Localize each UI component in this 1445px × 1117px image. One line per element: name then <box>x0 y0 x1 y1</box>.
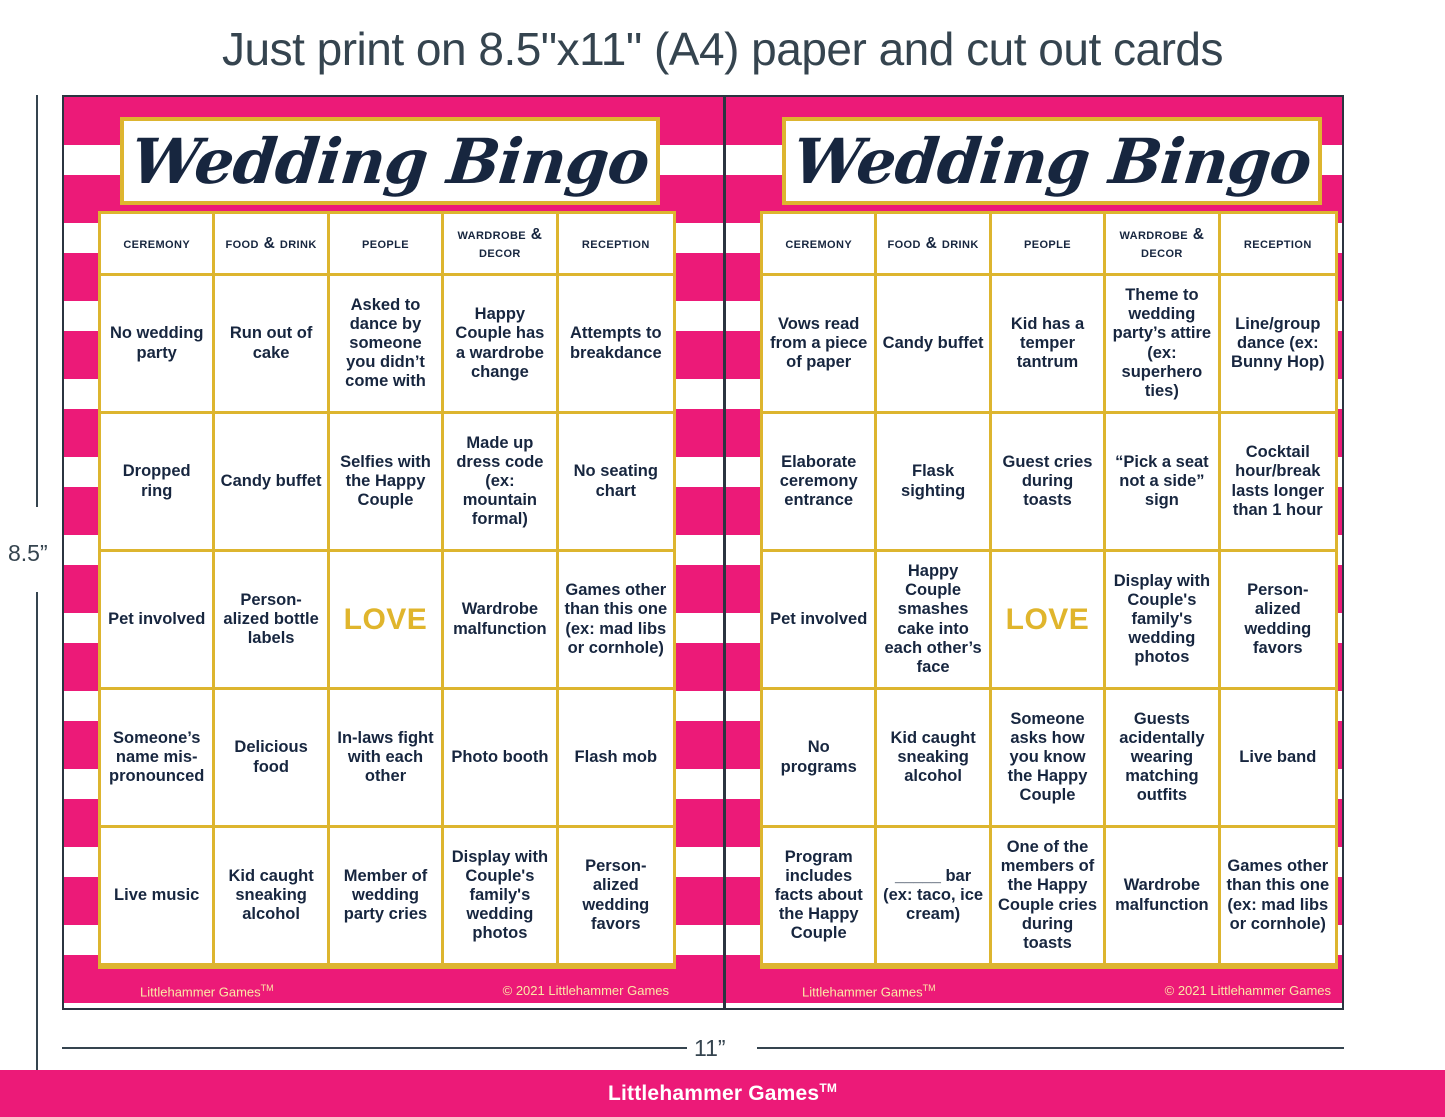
bingo-cell[interactable]: Happy Couple smashes cake into each othe… <box>877 552 992 690</box>
column-header-food-and-drink: Food & Drink <box>877 214 992 276</box>
bingo-cell[interactable]: Line/group dance (ex: Bunny Hop) <box>1220 276 1335 414</box>
bingo-cell[interactable]: _____ bar (ex: taco, ice cream) <box>877 828 992 966</box>
printable-sheet: Wedding Bingo Ceremony Food & Drink Peop… <box>62 95 1344 1010</box>
bingo-cell[interactable]: Kid caught sneaking alcohol <box>877 690 992 828</box>
bingo-cell[interactable]: Games other than this one (ex: mad libs … <box>558 552 673 690</box>
bingo-cell[interactable]: Someone’s name mis-pronounced <box>101 690 216 828</box>
column-header-wardrobe-decor: Wardrobe & Decor <box>1106 214 1221 276</box>
bingo-cell[interactable]: Candy buffet <box>877 276 992 414</box>
card-footer-brand-text: Littlehammer Games <box>140 984 261 1000</box>
bingo-free-space[interactable]: LOVE <box>329 552 445 690</box>
bingo-cell[interactable]: No wedding party <box>101 276 216 414</box>
bingo-cell[interactable]: Person-alized wedding favors <box>1220 552 1335 690</box>
column-header-ceremony: Ceremony <box>763 214 878 276</box>
bingo-cell[interactable]: One of the members of the Happy Couple c… <box>991 828 1107 966</box>
width-dimension-label: 11” <box>694 1035 726 1061</box>
bingo-cell[interactable]: Delicious food <box>215 690 330 828</box>
bingo-cell[interactable]: Wardrobe malfunction <box>1106 828 1221 966</box>
bingo-cell[interactable]: Someone asks how you know the Happy Coup… <box>991 690 1107 828</box>
bingo-cell[interactable]: Selfies with the Happy Couple <box>329 414 445 552</box>
bingo-cell[interactable]: Program includes facts about the Happy C… <box>763 828 878 966</box>
bingo-cell[interactable]: “Pick a seat not a side” sign <box>1106 414 1221 552</box>
bingo-cell[interactable]: Run out of cake <box>215 276 330 414</box>
bingo-cell[interactable]: Vows read from a piece of paper <box>763 276 878 414</box>
brand-bar-text: Littlehammer GamesTM <box>608 1081 837 1106</box>
bingo-cell[interactable]: No seating chart <box>558 414 673 552</box>
bingo-cell[interactable]: Made up dress code (ex: mountain formal) <box>444 414 559 552</box>
column-header-food-and-drink: Food & Drink <box>215 214 330 276</box>
card-footer-right: Littlehammer GamesTM © 2021 Littlehammer… <box>726 973 1342 1008</box>
width-guide-line-left <box>62 1047 687 1049</box>
bingo-cell[interactable]: Games other than this one (ex: mad libs … <box>1220 828 1335 966</box>
bingo-card-right-inner: Wedding Bingo Ceremony Food & Drink Peop… <box>760 97 1338 1008</box>
trademark-symbol: TM <box>819 1081 838 1095</box>
bingo-cell[interactable]: Theme to wedding party’s attire (ex: sup… <box>1106 276 1221 414</box>
bingo-cell[interactable]: Wardrobe malfunction <box>444 552 559 690</box>
card-title-box-left: Wedding Bingo <box>120 117 660 205</box>
card-title-box-right: Wedding Bingo <box>782 117 1322 205</box>
bingo-cell[interactable]: Guests acidentally wearing matching outf… <box>1106 690 1221 828</box>
bingo-cell[interactable]: Candy buffet <box>215 414 330 552</box>
bingo-cell[interactable]: Happy Couple has a wardrobe change <box>444 276 559 414</box>
page-headline: Just print on 8.5"x11" (A4) paper and cu… <box>222 23 1224 75</box>
bingo-card-left-inner: Wedding Bingo Ceremony Food & Drink Peop… <box>98 97 676 1008</box>
column-header-reception: Reception <box>1220 214 1335 276</box>
bingo-grid-right: Ceremony Food & Drink People Wardrobe & … <box>760 211 1338 969</box>
column-header-wardrobe-decor: Wardrobe & Decor <box>444 214 559 276</box>
height-dimension-label: 8.5” <box>8 540 48 566</box>
bingo-cell[interactable]: Dropped ring <box>101 414 216 552</box>
trademark-symbol: TM <box>260 983 274 993</box>
cut-line <box>723 97 726 1008</box>
bingo-card-left: Wedding Bingo Ceremony Food & Drink Peop… <box>64 97 705 1008</box>
bingo-cell[interactable]: Asked to dance by someone you didn’t com… <box>329 276 445 414</box>
bingo-cell[interactable]: Member of wedding party cries <box>329 828 445 966</box>
bingo-cell[interactable]: Flask sighting <box>877 414 992 552</box>
bingo-cell[interactable]: Photo booth <box>444 690 559 828</box>
height-guide-line-top <box>36 95 38 507</box>
bingo-card-right: Wedding Bingo Ceremony Food & Drink Peop… <box>726 97 1342 1008</box>
card-footer-left: Littlehammer GamesTM © 2021 Littlehammer… <box>64 973 705 1008</box>
bingo-cell[interactable]: Kid has a temper tantrum <box>991 276 1107 414</box>
width-guide-line-right <box>757 1047 1344 1049</box>
bingo-cell[interactable]: Kid caught sneaking alcohol <box>215 828 330 966</box>
card-footer-brand-text: Littlehammer Games <box>802 984 923 1000</box>
brand-bar-name: Littlehammer Games <box>607 1082 820 1105</box>
bingo-cell[interactable]: Cocktail hour/break lasts longer than 1 … <box>1220 414 1335 552</box>
card-footer-copyright-right: © 2021 Littlehammer Games <box>1164 983 1331 998</box>
column-header-ceremony: Ceremony <box>101 214 216 276</box>
bingo-cell[interactable]: Pet involved <box>763 552 878 690</box>
bingo-cell[interactable]: Elaborate ceremony entrance <box>763 414 878 552</box>
width-guide-tick-left <box>36 1010 38 1110</box>
bingo-cell[interactable]: Pet involved <box>101 552 216 690</box>
bingo-cell[interactable]: Person-alized bottle labels <box>215 552 330 690</box>
card-footer-copyright-left: © 2021 Littlehammer Games <box>502 983 669 998</box>
bingo-cell[interactable]: Live music <box>101 828 216 966</box>
bingo-cell[interactable]: Guest cries during toasts <box>991 414 1107 552</box>
bingo-cell[interactable]: In-laws fight with each other <box>329 690 445 828</box>
bottom-brand-bar: Littlehammer GamesTM <box>0 1070 1445 1117</box>
bingo-cell[interactable]: Person-alized wedding favors <box>558 828 673 966</box>
card-footer-brand-right: Littlehammer GamesTM <box>802 983 936 999</box>
bingo-cell[interactable]: Live band <box>1220 690 1335 828</box>
card-title-right: Wedding Bingo <box>789 124 1315 198</box>
height-guide-line-bottom <box>36 592 38 1010</box>
bingo-cell[interactable]: Flash mob <box>558 690 673 828</box>
bingo-free-space[interactable]: LOVE <box>991 552 1107 690</box>
column-header-reception: Reception <box>558 214 673 276</box>
column-header-people: People <box>991 214 1107 276</box>
card-footer-brand-left: Littlehammer GamesTM <box>140 983 274 999</box>
bingo-cell[interactable]: Display with Couple's family's wedding p… <box>1106 552 1221 690</box>
bingo-grid-left: Ceremony Food & Drink People Wardrobe & … <box>98 211 676 969</box>
trademark-symbol: TM <box>922 983 936 993</box>
bingo-cell[interactable]: Display with Couple's family's wedding p… <box>444 828 559 966</box>
bingo-cell[interactable]: No programs <box>763 690 878 828</box>
card-title-left: Wedding Bingo <box>127 124 653 198</box>
bingo-cell[interactable]: Attempts to breakdance <box>558 276 673 414</box>
column-header-people: People <box>329 214 445 276</box>
